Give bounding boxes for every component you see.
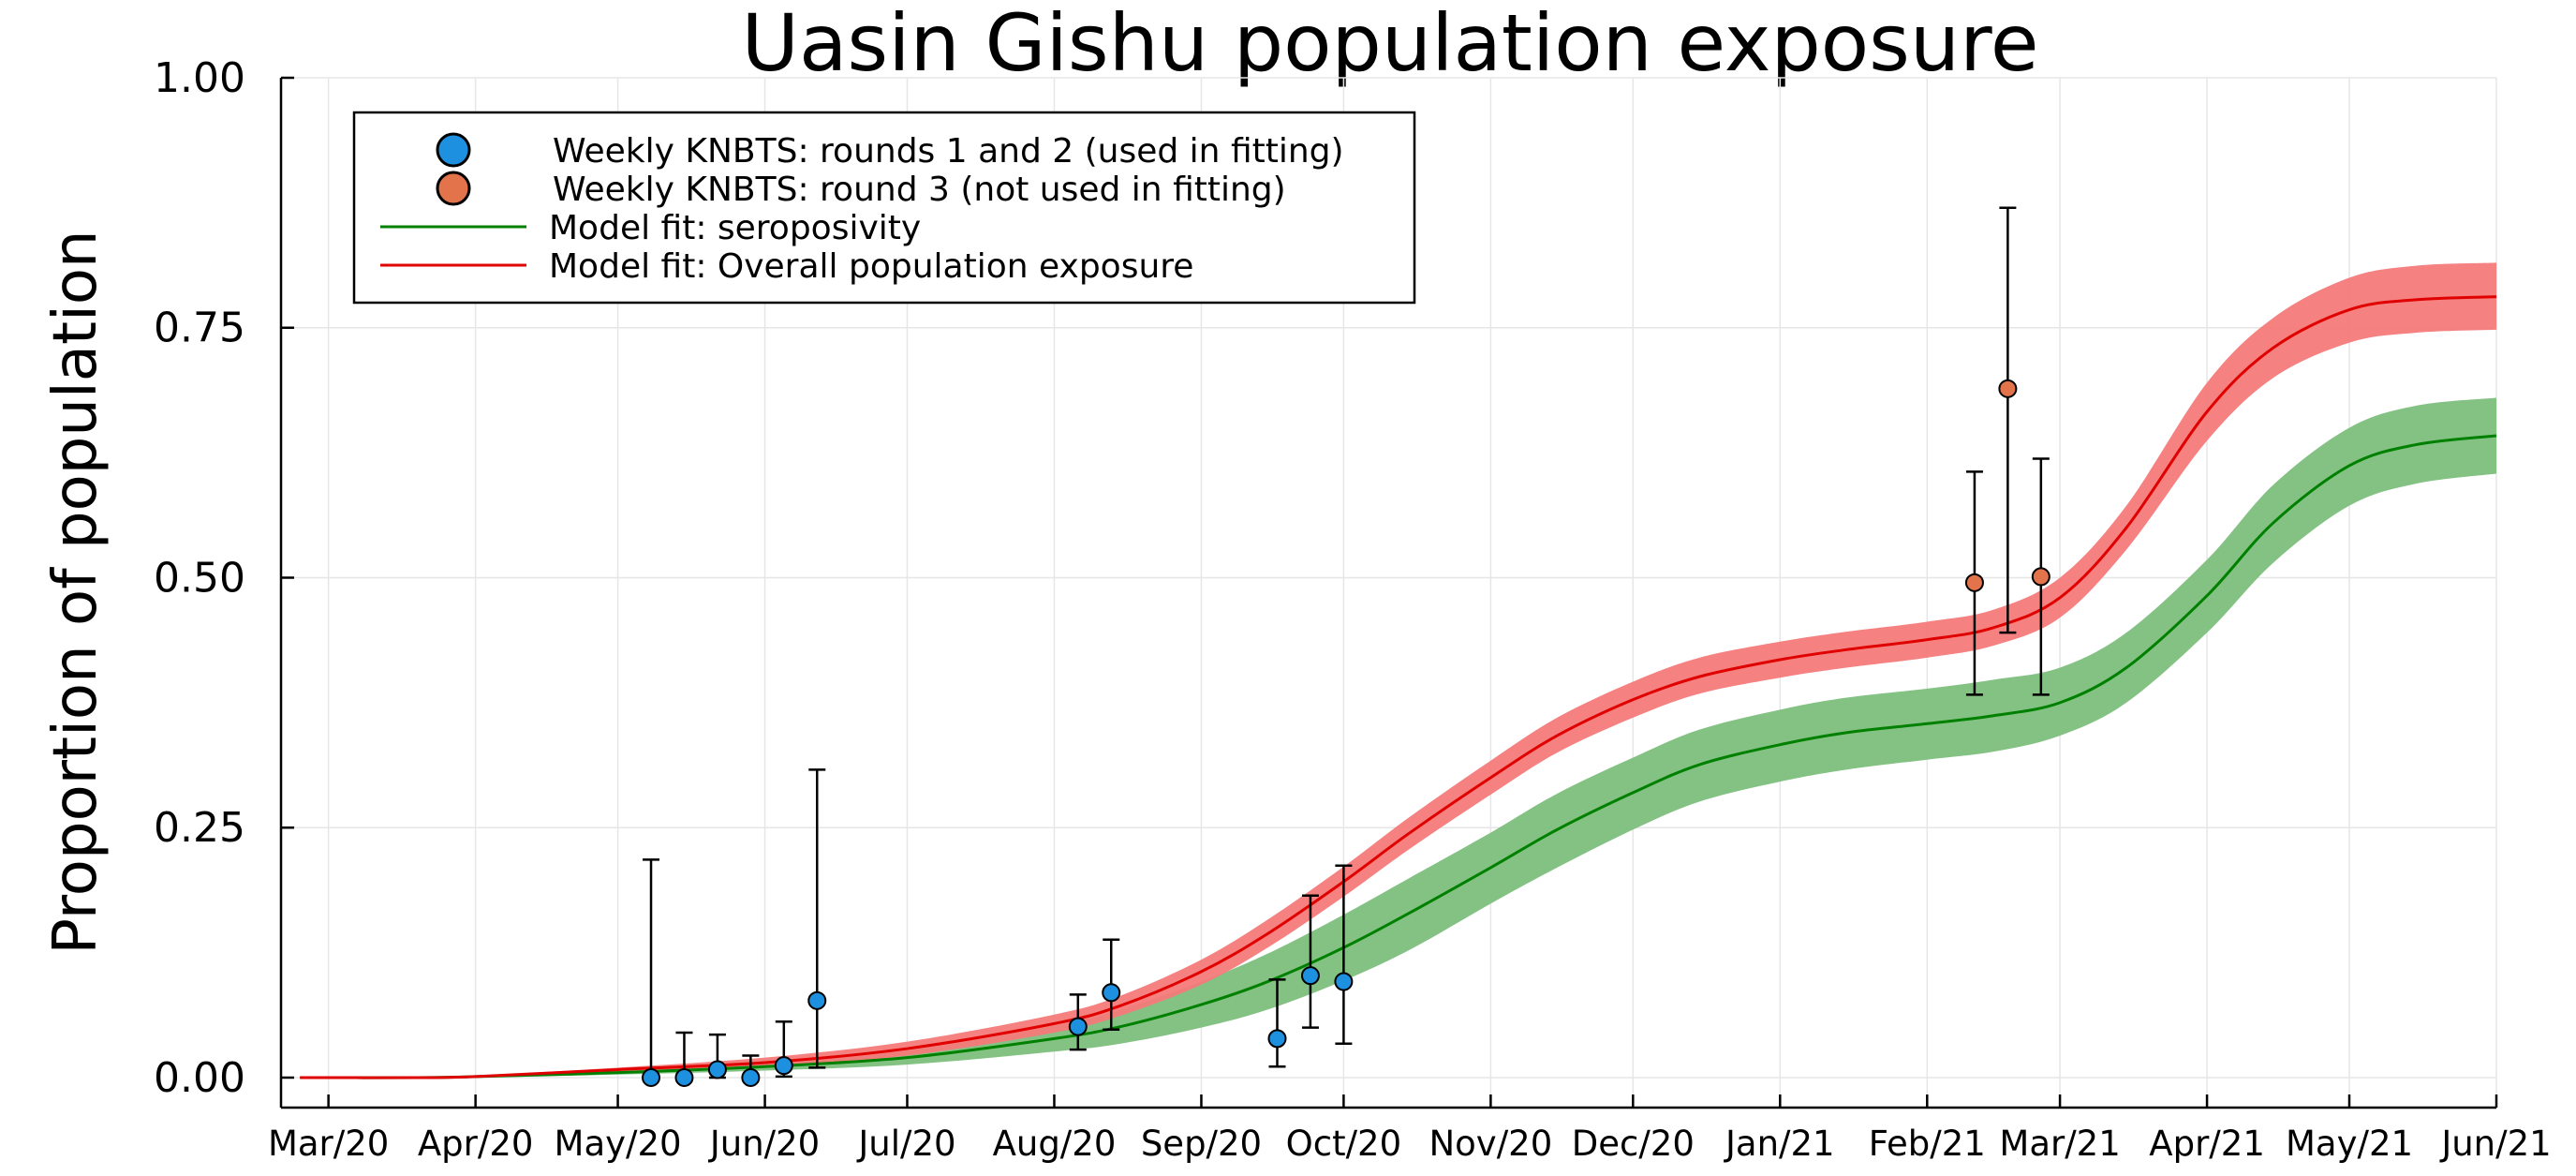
legend-entry-label: Model fit: Overall population exposure <box>549 247 1193 286</box>
x-tick-label: Jun/20 <box>708 1124 820 1164</box>
data-point <box>2031 567 2050 587</box>
x-tick-label: Jan/21 <box>1724 1124 1835 1164</box>
y-tick-label: 0.25 <box>154 804 245 852</box>
data-point <box>807 990 827 1010</box>
y-tick-label: 1.00 <box>154 54 245 102</box>
y-tick-label: 0.00 <box>154 1054 245 1102</box>
x-tick-label: Nov/20 <box>1429 1124 1552 1164</box>
x-tick-label: Oct/20 <box>1286 1124 1402 1164</box>
point-layer <box>642 206 2050 1087</box>
x-tick-label: Dec/20 <box>1572 1124 1695 1164</box>
legend-marker <box>436 132 471 168</box>
data-point <box>707 1060 727 1079</box>
data-point <box>1068 1017 1088 1036</box>
y-tick-label: 0.50 <box>154 554 245 602</box>
y-axis-label: Proportion of population <box>41 230 111 954</box>
legend-box <box>352 111 1416 305</box>
x-tick-label: Mar/20 <box>268 1124 389 1164</box>
x-tick-label: Feb/21 <box>1869 1124 1986 1164</box>
data-point <box>674 1067 694 1087</box>
data-point <box>1964 573 1984 592</box>
legend: Weekly KNBTS: rounds 1 and 2 (used in fi… <box>352 111 1416 305</box>
x-tick-label: Jul/20 <box>856 1124 955 1164</box>
data-point <box>1102 983 1121 1003</box>
data-point <box>1998 379 2018 398</box>
data-point <box>741 1067 761 1087</box>
model-fit-line-1 <box>300 434 2497 1079</box>
data-point <box>1334 972 1354 991</box>
chart-title: Uasin Gishu population exposure <box>741 0 2038 89</box>
data-point <box>642 1067 661 1087</box>
x-tick-label: Apr/20 <box>418 1124 534 1164</box>
x-tick-label: Apr/21 <box>2149 1124 2265 1164</box>
data-point <box>1267 1029 1287 1049</box>
axis-layer: 0.00 0.25 0.50 0.75 1.00 Mar/20 Apr/20 May/20 Ju… <box>154 54 2552 1164</box>
data-point <box>1300 966 1320 986</box>
legend-marker <box>436 171 471 206</box>
x-tick-label: Sep/20 <box>1141 1124 1262 1164</box>
y-tick-label: 0.75 <box>154 305 245 352</box>
legend-entry-label: Model fit: seroposivity <box>549 209 921 247</box>
x-tick-label: May/20 <box>555 1124 682 1164</box>
x-tick-label: Aug/20 <box>993 1124 1117 1164</box>
confidence-band-1 <box>300 397 2496 1079</box>
legend-entry-label: Weekly KNBTS: rounds 1 and 2 (used in fi… <box>553 132 1344 171</box>
model-fit-line-2 <box>300 295 2497 1079</box>
line-layer <box>300 295 2497 1079</box>
data-point <box>774 1056 793 1076</box>
legend-entry-label: Weekly KNBTS: round 3 (not used in fitti… <box>553 171 1286 209</box>
x-tick-label: Jun/21 <box>2439 1124 2551 1164</box>
x-tick-label: Mar/21 <box>1999 1124 2120 1164</box>
x-tick-label: May/21 <box>2286 1124 2413 1164</box>
